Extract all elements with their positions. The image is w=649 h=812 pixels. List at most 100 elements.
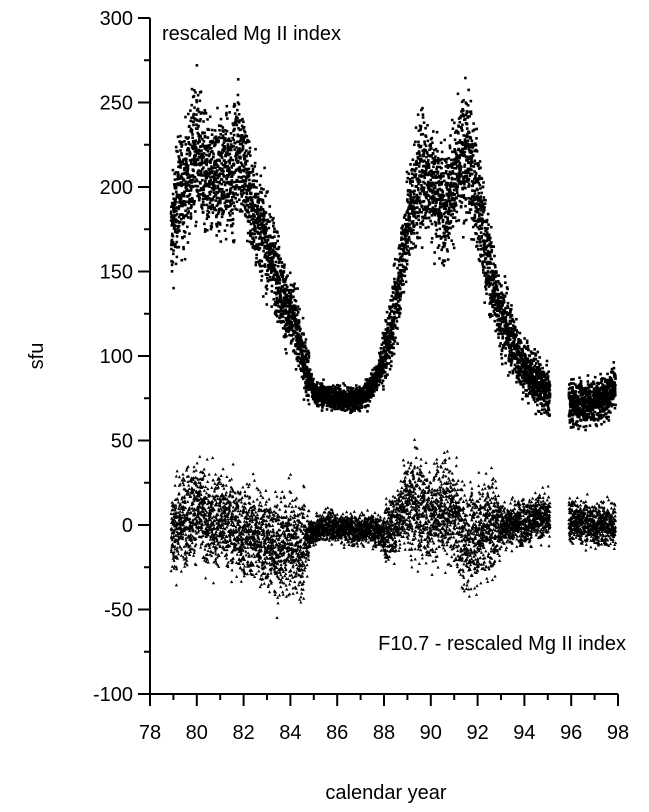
mgii-point (211, 187, 215, 190)
mgii-point (298, 357, 301, 360)
mgii-point (383, 337, 386, 340)
mgii-point (415, 161, 418, 165)
mgii-point (315, 402, 319, 406)
mgii-point (397, 271, 400, 275)
mgii-point (265, 228, 268, 231)
mgii-point (470, 156, 474, 160)
mgii-point (333, 403, 337, 407)
mgii-point (242, 175, 245, 178)
mgii-point (248, 240, 252, 244)
mgii-point (419, 192, 422, 196)
mgii-point (209, 190, 213, 193)
mgii-point (308, 368, 312, 372)
mgii-point (432, 130, 435, 133)
mgii-point (427, 188, 431, 192)
mgii-point (197, 110, 201, 114)
mgii-point (285, 294, 289, 298)
mgii-point (388, 305, 391, 308)
mgii-point (192, 94, 196, 98)
mgii-point (178, 220, 182, 224)
mgii-point (404, 236, 407, 240)
mgii-point (198, 173, 201, 177)
mgii-point (483, 274, 486, 277)
mgii-point (243, 187, 246, 191)
mgii-point (309, 376, 313, 380)
mgii-point (481, 247, 485, 250)
mgii-point (254, 195, 258, 199)
mgii-point (215, 234, 219, 237)
mgii-point (187, 147, 190, 150)
mgii-point (210, 182, 213, 186)
mgii-point (241, 117, 244, 121)
mgii-point (449, 202, 452, 206)
mgii-point (173, 172, 176, 176)
mgii-point (196, 150, 200, 153)
mgii-point (247, 211, 250, 214)
mgii-point (214, 208, 218, 212)
mgii-point (302, 377, 305, 381)
mgii-point (298, 329, 302, 333)
mgii-point (451, 170, 455, 173)
mgii-point (432, 183, 436, 186)
mgii-point (424, 165, 427, 168)
mgii-point (170, 238, 174, 242)
mgii-point (176, 193, 179, 197)
mgii-point (448, 210, 451, 213)
mgii-point (217, 136, 221, 139)
mgii-point (221, 151, 224, 154)
mgii-point (404, 245, 407, 249)
mgii-point (429, 144, 432, 147)
mgii-point (468, 110, 471, 114)
mgii-point (177, 206, 181, 209)
mgii-point (226, 143, 230, 146)
mgii-point (434, 174, 437, 178)
mgii-point (446, 188, 449, 191)
mgii-point (216, 186, 220, 190)
mgii-point (457, 159, 460, 163)
mgii-point (389, 323, 392, 327)
mgii-point (174, 171, 178, 174)
mgii-point (228, 192, 232, 195)
mgii-point (209, 176, 212, 179)
mgii-point (263, 246, 266, 250)
mgii-point (300, 340, 304, 343)
mgii-point (461, 235, 465, 239)
mgii-point (459, 114, 463, 118)
mgii-point (475, 240, 479, 244)
mgii-point (210, 225, 214, 229)
mgii-point (247, 167, 251, 171)
mgii-point (210, 128, 214, 132)
mgii-point (401, 226, 404, 229)
mgii-point (287, 311, 290, 315)
mgii-point (292, 314, 295, 318)
mgii-point (244, 208, 248, 212)
mgii-point (290, 328, 293, 331)
mgii-point (406, 218, 410, 221)
mgii-point (425, 191, 429, 194)
mgii-point (199, 187, 203, 190)
mgii-point (213, 162, 217, 165)
mgii-point (366, 410, 369, 413)
mgii-point (417, 140, 420, 144)
mgii-point (182, 216, 186, 220)
mgii-point (218, 223, 222, 226)
mgii-point (233, 204, 236, 208)
mgii-point (473, 189, 477, 193)
mgii-point (244, 160, 247, 163)
mgii-point (294, 299, 298, 303)
mgii-point (412, 163, 416, 166)
mgii-point (449, 193, 453, 197)
mgii-point (404, 266, 407, 269)
mgii-point (436, 175, 439, 179)
mgii-point (438, 257, 441, 260)
mgii-point (349, 387, 353, 390)
mgii-point (480, 213, 484, 217)
mgii-point (393, 257, 397, 261)
mgii-point (385, 366, 388, 369)
mgii-point (412, 192, 416, 196)
mgii-point (444, 171, 448, 175)
mgii-point (404, 223, 408, 226)
mgii-point (348, 394, 352, 398)
mgii-point (245, 177, 248, 180)
mgii-point (184, 115, 187, 119)
